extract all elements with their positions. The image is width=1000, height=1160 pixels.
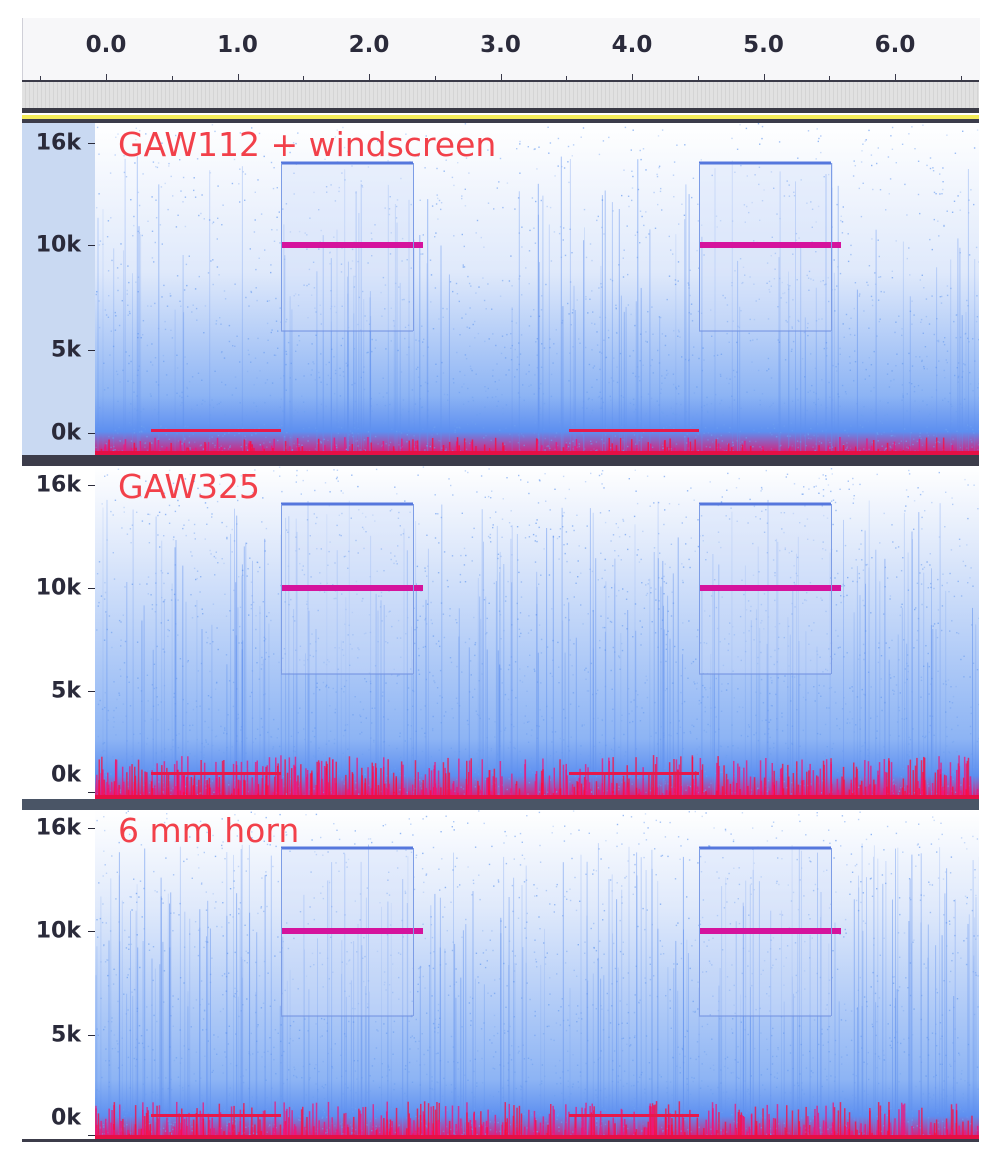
- time-tick-label: 6.0: [874, 32, 916, 58]
- time-tick-label: 1.0: [217, 32, 258, 58]
- time-tick: [434, 76, 436, 80]
- freq-mark: [88, 691, 95, 692]
- freq-mark: [88, 931, 95, 932]
- track-gaw112[interactable]: 16k 10k 5k 0k GAW112 + windscreen: [22, 113, 979, 455]
- time-tick-label: 0.0: [85, 32, 127, 58]
- freq-label-5k: 5k: [51, 1022, 81, 1048]
- track-title: GAW112 + windscreen: [118, 125, 497, 164]
- freq-label-10k: 10k: [35, 232, 81, 258]
- track-gaw325[interactable]: 16k 10k 5k 0k GAW325: [22, 455, 979, 799]
- time-tick: [500, 74, 502, 80]
- freq-label-0k: 0k: [51, 762, 81, 788]
- freq-label-16k: 16k: [35, 815, 81, 841]
- time-tick: [960, 76, 962, 80]
- freq-label-16k: 16k: [35, 130, 81, 156]
- time-tick: [763, 74, 765, 80]
- freq-label-0k: 0k: [51, 1105, 81, 1131]
- time-ruler[interactable]: 0.0 1.0 2.0 3.0 4.0 5.0 6.0: [22, 18, 980, 80]
- freq-mark: [88, 485, 95, 486]
- time-tick: [697, 76, 699, 80]
- track-selection-highlight: [22, 115, 979, 119]
- time-ruler-baseline: [22, 80, 979, 82]
- freq-label-16k: 16k: [35, 472, 81, 498]
- time-tick: [40, 76, 42, 80]
- freq-mark: [88, 143, 95, 144]
- time-tick: [632, 74, 633, 80]
- freq-label-5k: 5k: [51, 337, 81, 363]
- time-tick: [303, 76, 305, 80]
- time-tick-label: 2.0: [348, 32, 390, 58]
- spectrogram[interactable]: [95, 466, 979, 799]
- spectrogram[interactable]: [95, 810, 979, 1139]
- freq-mark: [88, 588, 95, 589]
- scrub-bar-border: [22, 108, 979, 113]
- freq-mark: [88, 1035, 95, 1036]
- freq-mark: [88, 792, 95, 793]
- time-tick: [237, 74, 239, 80]
- time-tick: [895, 74, 896, 80]
- time-tick: [171, 76, 173, 80]
- track-top-border: [22, 455, 979, 466]
- frequency-ruler[interactable]: 16k 10k 5k 0k: [22, 466, 96, 799]
- freq-label-0k: 0k: [51, 420, 81, 446]
- freq-mark: [88, 433, 95, 434]
- time-tick-label: 4.0: [611, 32, 653, 58]
- time-tick: [106, 74, 107, 80]
- time-tick: [829, 76, 831, 80]
- spectrogram[interactable]: [95, 123, 979, 455]
- frequency-ruler[interactable]: 16k 10k 5k 0k: [22, 123, 96, 455]
- bottom-border: [22, 1139, 979, 1142]
- track-6mm-horn[interactable]: 16k 10k 5k 0k 6 mm horn: [22, 799, 979, 1139]
- scrub-bar[interactable]: [22, 82, 979, 108]
- track-top-border: [22, 119, 979, 123]
- freq-mark: [88, 828, 95, 829]
- track-title: GAW325: [118, 467, 260, 506]
- freq-mark: [88, 350, 95, 351]
- frequency-ruler[interactable]: 16k 10k 5k 0k: [22, 810, 96, 1139]
- time-tick: [369, 74, 370, 80]
- track-top-border: [22, 799, 979, 810]
- freq-label-10k: 10k: [35, 575, 81, 601]
- freq-mark: [88, 245, 95, 246]
- time-tick-label: 5.0: [743, 32, 784, 58]
- time-tick-label: 3.0: [480, 32, 521, 58]
- track-title: 6 mm horn: [118, 811, 300, 850]
- freq-label-10k: 10k: [35, 918, 81, 944]
- freq-label-5k: 5k: [51, 678, 81, 704]
- freq-mark: [88, 1135, 95, 1136]
- time-tick: [566, 76, 568, 80]
